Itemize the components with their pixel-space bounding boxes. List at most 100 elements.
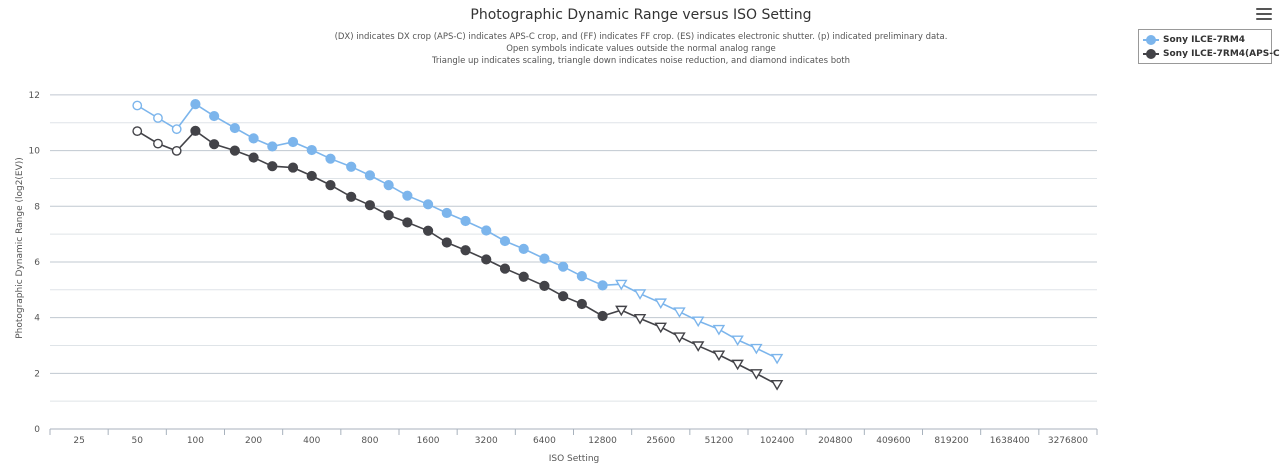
series-2-point[interactable] xyxy=(576,298,587,310)
y-axis-title: Photographic Dynamic Range (log2(EV)) xyxy=(15,157,25,339)
series-1-point[interactable] xyxy=(248,133,259,144)
series-2-point[interactable] xyxy=(209,139,220,150)
series-2-point[interactable] xyxy=(346,191,357,202)
x-tick-label: 6400 xyxy=(533,436,556,446)
series-1-point[interactable] xyxy=(132,100,143,111)
series-1-point[interactable] xyxy=(615,279,628,291)
series-1-point[interactable] xyxy=(153,113,163,123)
series-2-point[interactable] xyxy=(499,263,511,274)
legend-label-series-1: Sony ILCE-7RM4 xyxy=(1163,35,1246,45)
series-2-point[interactable] xyxy=(481,254,492,265)
series-2-point[interactable] xyxy=(132,126,143,137)
series-2-point[interactable] xyxy=(539,280,550,292)
series-1-point[interactable] xyxy=(633,289,647,300)
series-1-point[interactable] xyxy=(597,280,608,291)
series-2-point[interactable] xyxy=(267,161,278,172)
x-tick-label: 200 xyxy=(245,436,262,446)
series-2-point[interactable] xyxy=(615,305,628,317)
series-1-point[interactable] xyxy=(229,122,240,134)
chart-legend: Sony ILCE-7RM4 Sony ILCE-7RM4(APS-C) xyxy=(1138,29,1280,64)
series-1-point[interactable] xyxy=(654,298,667,310)
legend-series-2-marker-icon xyxy=(1143,49,1159,59)
series-1-point[interactable] xyxy=(481,225,492,236)
series-2-point[interactable] xyxy=(248,152,259,163)
x-tick-label: 50 xyxy=(132,436,144,446)
series-2-point[interactable] xyxy=(325,180,336,191)
series-2-point[interactable] xyxy=(153,138,163,149)
series-1-point[interactable] xyxy=(576,271,587,282)
series-2-point[interactable] xyxy=(422,225,434,236)
series-2-point[interactable] xyxy=(190,125,201,136)
series-1-point[interactable] xyxy=(287,136,299,148)
series-1-point[interactable] xyxy=(770,353,784,365)
series-2-point[interactable] xyxy=(171,145,182,156)
series-1-point[interactable] xyxy=(402,190,413,201)
axes: 0 2 4 6 8 10 12 25 50 100 200 400 800 1600 3200 6400 128… xyxy=(29,91,1098,446)
y-tick-label: 4 xyxy=(34,314,40,324)
legend-item-series-1[interactable]: Sony ILCE-7RM4 xyxy=(1143,33,1245,47)
legend-item-series-2[interactable]: Sony ILCE-7RM4(APS-C) xyxy=(1143,47,1280,61)
series-1-point[interactable] xyxy=(499,235,511,247)
series-2-point[interactable] xyxy=(441,237,452,248)
series-1-point[interactable] xyxy=(364,170,376,181)
x-tick-label: 1638400 xyxy=(990,436,1030,446)
series-2-point[interactable] xyxy=(383,210,394,221)
series-1-point[interactable] xyxy=(712,324,726,336)
series-1-point[interactable] xyxy=(346,161,357,172)
series-1-point[interactable] xyxy=(518,243,529,254)
x-tick-label: 409600 xyxy=(876,436,911,446)
series-2-point[interactable] xyxy=(287,162,299,173)
series-2-point[interactable] xyxy=(558,291,569,302)
series-2-point[interactable] xyxy=(229,145,240,156)
x-tick-label: 204800 xyxy=(818,436,853,446)
series-1-point[interactable] xyxy=(731,335,744,347)
series-2-point[interactable] xyxy=(460,245,471,256)
series-1-point[interactable] xyxy=(691,316,705,328)
chart-subtitle-line-1: (DX) indicates DX crop (APS-C) indicates… xyxy=(335,32,948,42)
series-line-1 xyxy=(136,103,778,360)
x-tick-label: 800 xyxy=(361,436,378,446)
series-1-point[interactable] xyxy=(422,199,434,210)
x-tick-label: 1600 xyxy=(417,436,440,446)
series-1-point[interactable] xyxy=(673,307,686,318)
series-1-point[interactable] xyxy=(558,261,569,272)
series-plot-area xyxy=(132,99,784,391)
series-1-point[interactable] xyxy=(209,110,220,122)
series-1-point[interactable] xyxy=(383,180,394,191)
series-2-point[interactable] xyxy=(770,380,784,391)
series-1-point[interactable] xyxy=(460,215,471,227)
x-tick-label: 100 xyxy=(187,436,204,446)
series-1-point[interactable] xyxy=(750,343,763,355)
chart-subtitle-line-3: Triangle up indicates scaling, triangle … xyxy=(431,56,850,66)
legend-series-1-marker-icon xyxy=(1143,35,1159,45)
grid-lines xyxy=(50,94,1097,402)
series-2-point[interactable] xyxy=(597,310,608,322)
series-2-point[interactable] xyxy=(673,332,686,343)
series-1-point[interactable] xyxy=(190,99,201,110)
series-2-point[interactable] xyxy=(633,314,647,325)
series-2-point[interactable] xyxy=(306,170,317,182)
series-1-point[interactable] xyxy=(539,253,550,264)
series-2-point[interactable] xyxy=(402,217,413,228)
chart-subtitle-line-2: Open symbols indicate values outside the… xyxy=(506,44,776,54)
series-1-point[interactable] xyxy=(325,153,336,164)
series-2-point[interactable] xyxy=(654,322,667,334)
series-2-point[interactable] xyxy=(518,271,529,282)
series-2-point[interactable] xyxy=(731,359,744,371)
chart-menu-button[interactable] xyxy=(1256,8,1272,22)
y-tick-label: 8 xyxy=(34,202,40,212)
series-2-point[interactable] xyxy=(691,341,705,352)
x-tick-label: 400 xyxy=(303,436,320,446)
series-2-point[interactable] xyxy=(364,200,376,211)
x-tick-label: 12800 xyxy=(588,436,617,446)
y-tick-label: 10 xyxy=(29,147,41,157)
series-2-point[interactable] xyxy=(750,369,763,380)
series-1-point[interactable] xyxy=(306,144,317,156)
series-1-point[interactable] xyxy=(171,124,182,135)
series-2-point[interactable] xyxy=(712,350,726,362)
series-1-point[interactable] xyxy=(441,207,452,219)
chart-title: Photographic Dynamic Range versus ISO Se… xyxy=(470,7,811,23)
series-1-point[interactable] xyxy=(267,141,278,152)
x-tick-label: 25 xyxy=(73,436,84,446)
